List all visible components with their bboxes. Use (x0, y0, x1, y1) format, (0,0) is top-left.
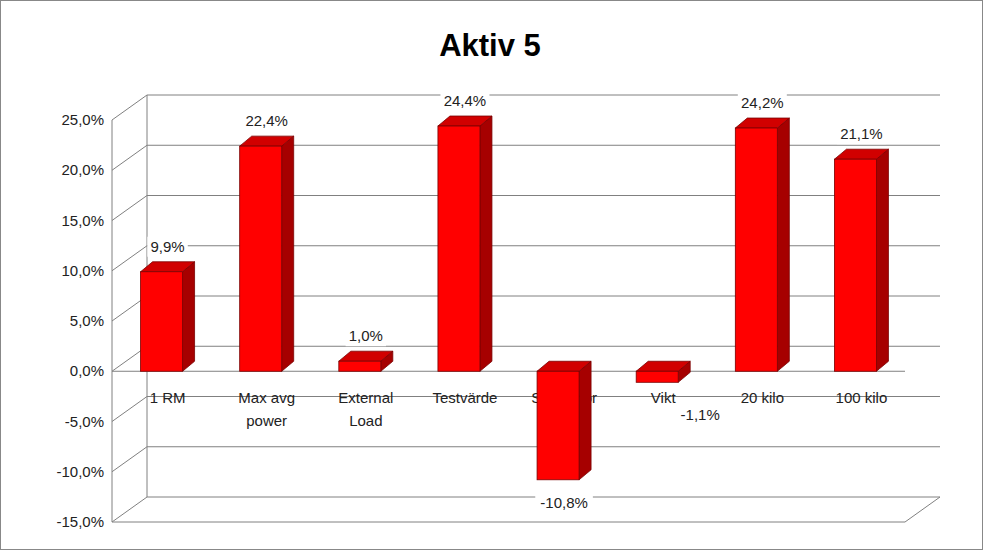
data-label: 24,2% (741, 94, 784, 111)
y-tick-label: -10,0% (56, 463, 104, 480)
x-tick-label: 1 RM (150, 389, 186, 406)
bar (438, 126, 480, 371)
data-label: 21,1% (840, 125, 883, 142)
data-label-bg (147, 237, 187, 257)
floor-edge (112, 497, 940, 522)
data-label-bg (535, 493, 593, 513)
bar-top (834, 149, 888, 159)
bar (735, 128, 777, 371)
bar-side (480, 116, 492, 371)
data-label-bg (676, 405, 725, 425)
bar (141, 272, 183, 371)
x-tick-label: Testvärde (432, 389, 497, 406)
data-label: -10,8% (540, 494, 588, 511)
y-tick-label: 5,0% (70, 312, 104, 329)
chart-border (1, 1, 983, 550)
data-label-bg (346, 326, 386, 346)
bar-side (579, 361, 591, 480)
grid-line (112, 397, 940, 422)
label-line: power (246, 412, 287, 429)
bar (240, 146, 282, 371)
bar-top (636, 361, 690, 371)
title: Aktiv 5 (439, 28, 541, 63)
x-tick-label: 20 kilo (741, 389, 784, 406)
label-line: Load (349, 412, 382, 429)
y-tick-label: 20,0% (61, 161, 104, 178)
label-line: Max avg (238, 389, 295, 406)
bar (537, 371, 579, 480)
bar (636, 371, 678, 382)
data-label-bg (738, 93, 787, 113)
label-line: External (338, 389, 393, 406)
x-tick-label: 100 kilo (836, 389, 888, 406)
bar (339, 361, 381, 371)
bar-top (735, 118, 789, 128)
bar-top (240, 136, 294, 146)
grid-line (112, 497, 940, 522)
bar (834, 159, 876, 371)
data-label: 1,0% (349, 327, 383, 344)
chart: Aktiv 5 -15,0% -10,0% -5,0% 0,0% 5,0% 10,0% 15,… (0, 0, 983, 550)
bar-top (537, 361, 591, 371)
bar-top (141, 262, 195, 272)
bar-top (339, 351, 393, 361)
data-label: -1,1% (681, 406, 720, 423)
y-tick-label: -15,0% (56, 513, 104, 530)
data-label-bg (837, 124, 886, 144)
data-label-bg (440, 91, 489, 111)
y-tick-label: -5,0% (65, 413, 104, 430)
data-label: 9,9% (150, 238, 184, 255)
grid-line (112, 447, 940, 472)
bar-side (282, 136, 294, 371)
grid-line (112, 196, 940, 221)
x-tick-label: Max avg power (238, 389, 295, 429)
bar-side (876, 149, 888, 371)
y-tick-label: 0,0% (70, 362, 104, 379)
bar-side (777, 118, 789, 371)
bars (141, 116, 889, 480)
y-axis-line (112, 120, 113, 522)
data-label: 24,4% (444, 92, 487, 109)
grid-line (112, 296, 940, 321)
y-tick-label: 10,0% (61, 262, 104, 279)
data-label: 22,4% (245, 112, 288, 129)
bar-top (438, 116, 492, 126)
grid-line (112, 246, 940, 271)
y-tick-label: 25,0% (61, 111, 104, 128)
y-tick-label: 15,0% (61, 212, 104, 229)
x-tick-label: Vikt (651, 389, 677, 406)
bar-side (183, 262, 195, 371)
data-label-bg (242, 111, 291, 131)
grid-line (112, 346, 940, 371)
x-tick-label: External Load (338, 389, 393, 429)
grid-line (112, 95, 940, 120)
x-axis-line (112, 371, 905, 372)
grid-line (112, 145, 940, 170)
